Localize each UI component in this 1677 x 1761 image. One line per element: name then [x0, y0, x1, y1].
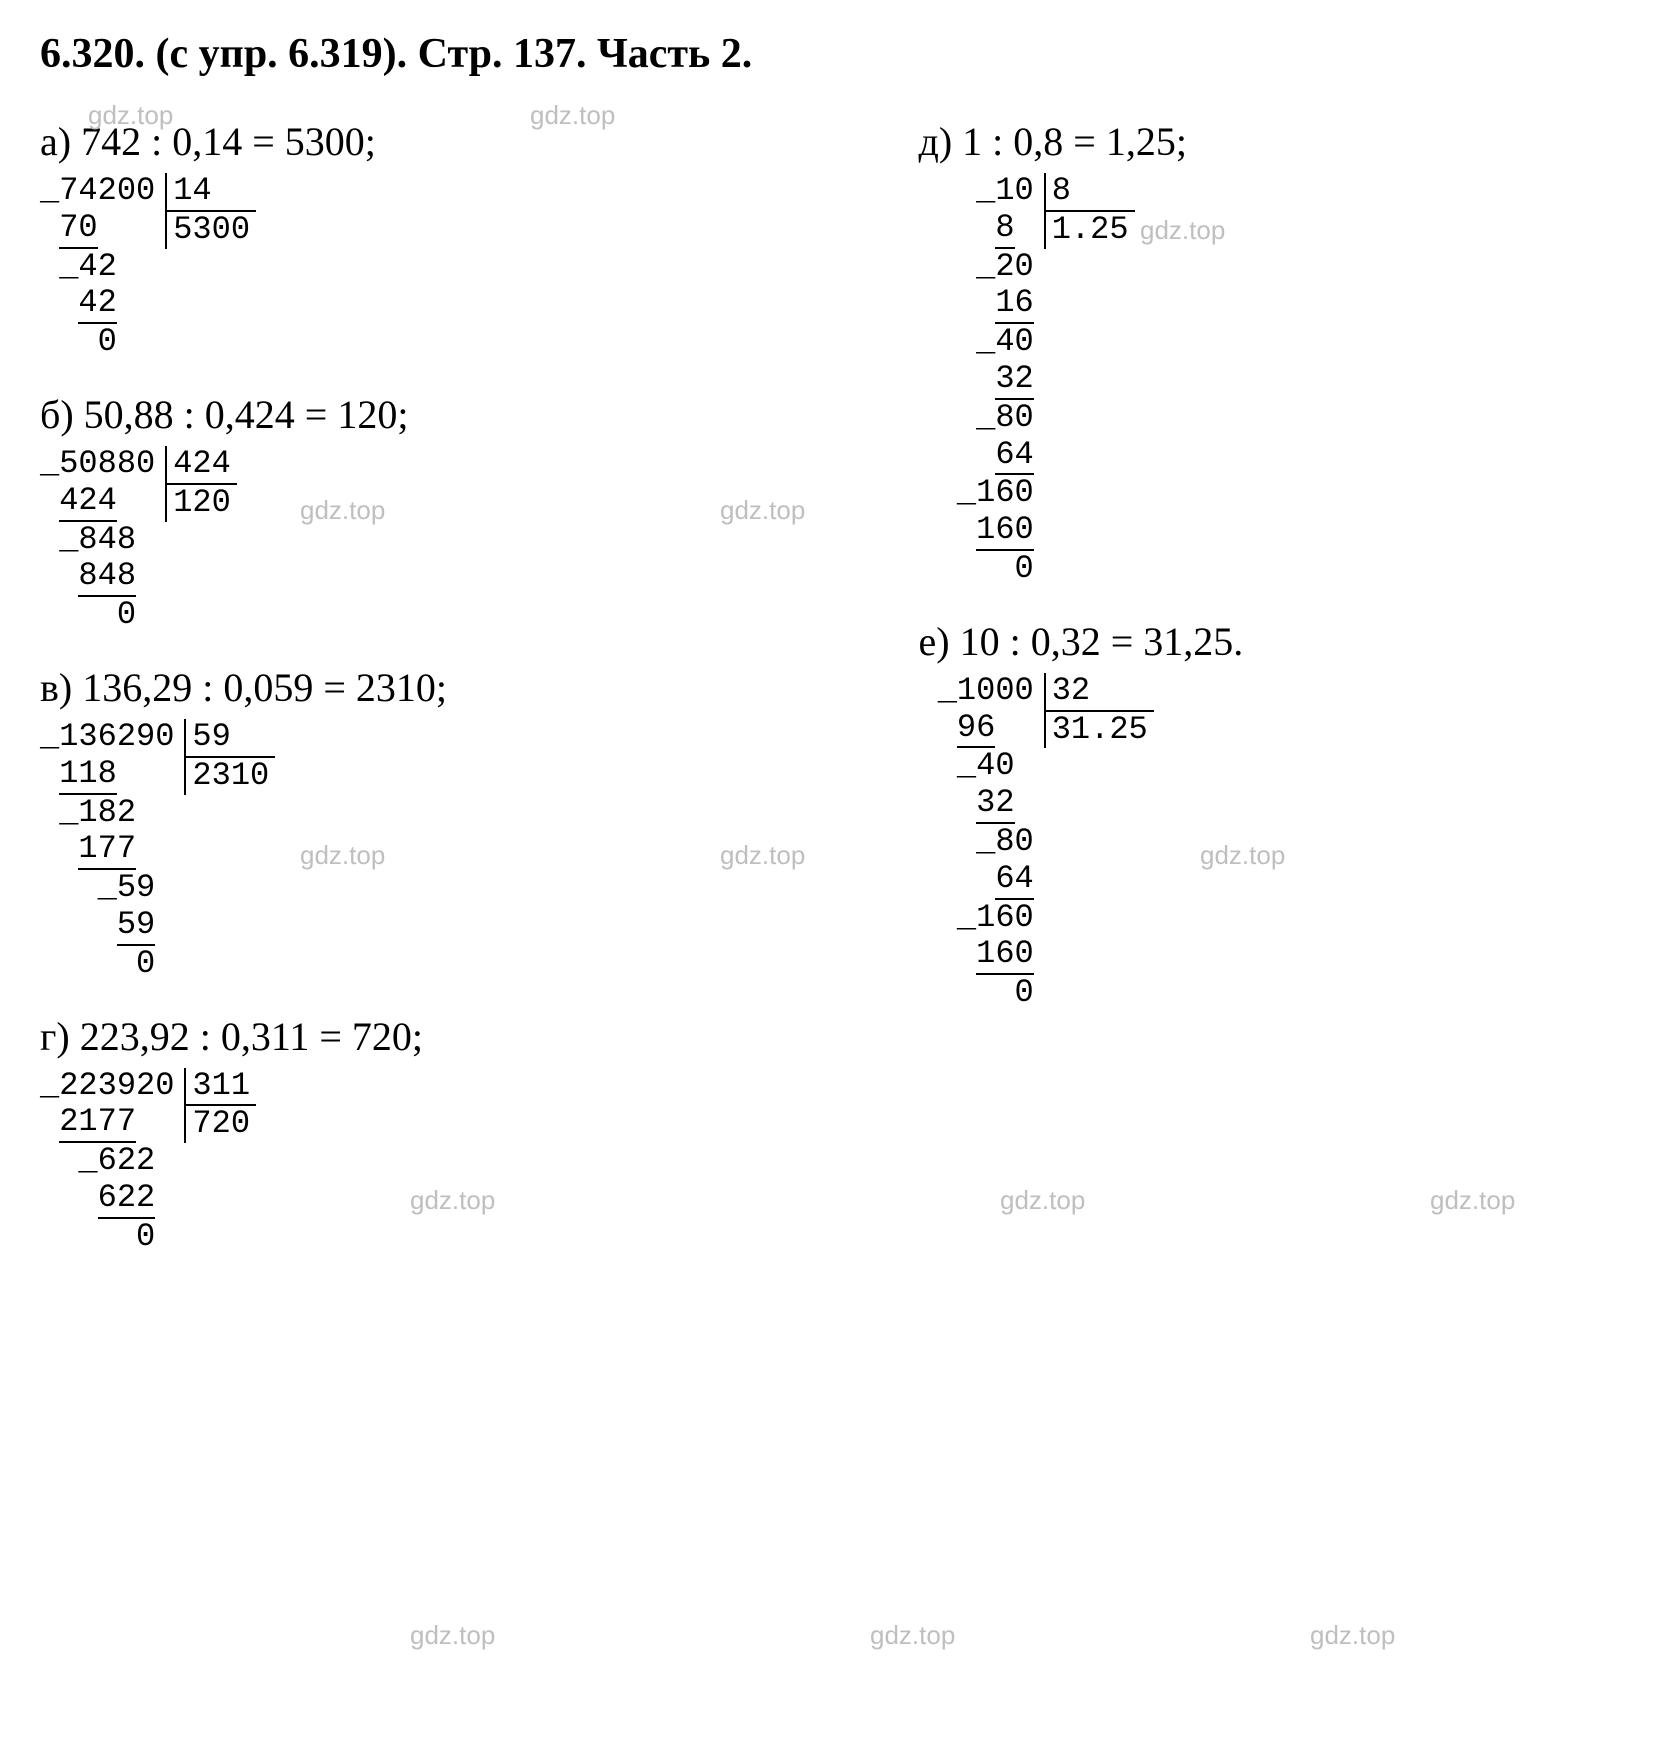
- watermark: gdz.top: [410, 1620, 495, 1651]
- equation-line: г) 223,92 : 0,311 = 720;: [40, 1013, 839, 1060]
- long-division: _1000 96 _40 32 _80 64 _160 160 03231.25: [919, 673, 1154, 1012]
- page-ref: Стр. 137.: [418, 31, 587, 77]
- right-column: д) 1 : 0,8 = 1,25; _10 8 _20 16 _40 32 _8…: [919, 118, 1677, 1286]
- problem: е) 10 : 0,32 = 31,25. _1000 96 _40 32 _80…: [919, 618, 1677, 1012]
- problem: а) 742 : 0,14 = 5300; _74200 70 _42 42 0 …: [40, 118, 839, 361]
- equation-line: а) 742 : 0,14 = 5300;: [40, 118, 839, 165]
- watermark: gdz.top: [870, 1620, 955, 1651]
- problem: д) 1 : 0,8 = 1,25; _10 8 _20 16 _40 32 _8…: [919, 118, 1677, 588]
- long-division: _10 8 _20 16 _40 32 _80 64 _160 160 081.…: [919, 173, 1135, 588]
- equation-line: е) 10 : 0,32 = 31,25.: [919, 618, 1677, 665]
- long-division: _223920 2177 _622 622 0 311720: [40, 1068, 256, 1256]
- long-division: _136290 118 _182 177 _59 59 0 592310: [40, 719, 275, 983]
- left-column: а) 742 : 0,14 = 5300; _74200 70 _42 42 0 …: [40, 118, 839, 1286]
- page-header: 6.320. (с упр. 6.319). Стр. 137. Часть 2…: [40, 30, 1677, 78]
- content-columns: а) 742 : 0,14 = 5300; _74200 70 _42 42 0 …: [40, 118, 1677, 1286]
- equation-line: в) 136,29 : 0,059 = 2310;: [40, 664, 839, 711]
- long-division: _74200 70 _42 42 0 145300: [40, 173, 256, 361]
- equation-line: б) 50,88 : 0,424 = 120;: [40, 391, 839, 438]
- problem: в) 136,29 : 0,059 = 2310; _136290 118 _18…: [40, 664, 839, 983]
- watermark: gdz.top: [1310, 1620, 1395, 1651]
- part-ref: Часть 2.: [597, 31, 752, 77]
- problem-ref: (с упр. 6.319).: [156, 31, 408, 77]
- problem: б) 50,88 : 0,424 = 120; _50880 424 _848 8…: [40, 391, 839, 634]
- equation-line: д) 1 : 0,8 = 1,25;: [919, 118, 1677, 165]
- problem-number: 6.320.: [40, 31, 145, 77]
- long-division: _50880 424 _848 848 0 424120: [40, 446, 237, 634]
- problem: г) 223,92 : 0,311 = 720; _223920 2177 _62…: [40, 1013, 839, 1256]
